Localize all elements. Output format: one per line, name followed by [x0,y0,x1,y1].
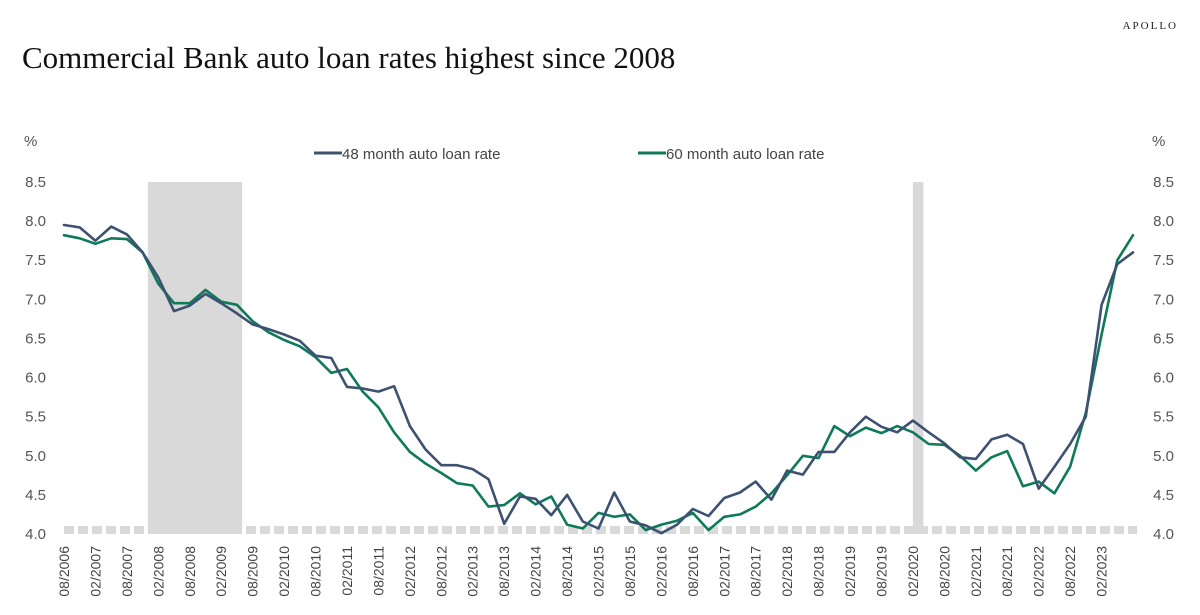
y-tick-right-9: 4.0 [1153,526,1174,543]
y-tick-right-6: 5.5 [1153,409,1174,426]
x-tick-8: 08/2010 [308,546,324,597]
series-lines [62,223,1135,535]
legend-label-60-month: 60 month auto loan rate [666,146,824,163]
chart-title: Commercial Bank auto loan rates highest … [22,40,676,75]
x-tick-24: 08/2018 [811,546,827,597]
recession-band-1 [147,182,243,534]
x-tick-4: 08/2008 [182,546,198,597]
legend-label-48-month: 48 month auto loan rate [342,146,500,163]
y-tick-left-1: 8.0 [25,213,46,230]
x-tick-18: 08/2015 [622,546,638,597]
x-tick-19: 02/2016 [653,546,669,597]
y-tick-left-7: 5.0 [25,448,46,465]
y-tick-right-8: 4.5 [1153,487,1174,504]
y-tick-right-3: 7.0 [1153,291,1174,308]
x-tick-27: 02/2020 [905,546,921,597]
x-tick-9: 02/2011 [339,546,355,596]
x-tick-26: 08/2019 [873,546,889,597]
x-tick-23: 02/2018 [779,546,795,597]
x-tick-17: 02/2015 [591,546,607,597]
y-tick-left-2: 7.5 [25,252,46,269]
x-tick-20: 08/2016 [685,546,701,597]
recession-bands [147,182,924,534]
y-tick-right-0: 8.5 [1153,174,1174,191]
y-tick-right-4: 6.5 [1153,330,1174,347]
y-tick-right-2: 7.5 [1153,252,1174,269]
x-tick-0: 08/2006 [56,546,72,597]
x-tick-21: 02/2017 [716,546,732,597]
x-tick-15: 02/2014 [528,546,544,597]
recession-band-2 [912,182,924,534]
y-axis-unit-left: % [24,133,37,150]
y-tick-left-3: 7.0 [25,291,46,308]
x-tick-30: 08/2021 [999,546,1015,597]
x-tick-14: 08/2013 [496,546,512,597]
x-tick-13: 02/2013 [465,546,481,597]
y-tick-left-8: 4.5 [25,487,46,504]
y-tick-left-9: 4.0 [25,526,46,543]
x-tick-12: 08/2012 [433,546,449,597]
x-tick-10: 08/2011 [370,546,386,596]
x-tick-16: 08/2014 [559,546,575,597]
x-tick-33: 02/2023 [1094,546,1110,597]
x-tick-6: 08/2009 [245,546,261,597]
y-tick-left-0: 8.5 [25,174,46,191]
x-tick-29: 02/2021 [968,546,984,597]
brand-logo: APOLLO [1122,20,1178,32]
x-tick-28: 08/2020 [936,546,952,597]
line-48-month [62,223,1135,535]
legend: 48 month auto loan rate 60 month auto lo… [314,146,824,163]
y-tick-left-6: 5.5 [25,409,46,426]
x-tick-5: 02/2009 [213,546,229,597]
x-tick-11: 02/2012 [402,546,418,597]
x-tick-2: 08/2007 [119,546,135,597]
x-tick-7: 02/2010 [276,546,292,597]
x-tick-1: 02/2007 [87,546,103,597]
y-tick-left-4: 6.5 [25,330,46,347]
y-tick-right-7: 5.0 [1153,448,1174,465]
y-axis-left: 8.5 8.0 7.5 7.0 6.5 6.0 5.5 5.0 4.5 4.0 [25,174,46,543]
y-tick-right-1: 8.0 [1153,213,1174,230]
x-tick-31: 02/2022 [1031,546,1047,597]
y-tick-right-5: 6.0 [1153,370,1174,387]
x-tick-25: 02/2019 [842,546,858,597]
x-tick-22: 08/2017 [748,546,764,597]
y-tick-left-5: 6.0 [25,370,46,387]
x-tick-3: 02/2008 [150,546,166,597]
y-axis-right: 8.5 8.0 7.5 7.0 6.5 6.0 5.5 5.0 4.5 4.0 [1153,174,1174,543]
x-tick-32: 08/2022 [1062,546,1078,597]
y-axis-unit-right: % [1152,133,1165,150]
x-axis: 08/2006 02/2007 08/2007 02/2008 08/2008 02/20… [56,546,1110,597]
